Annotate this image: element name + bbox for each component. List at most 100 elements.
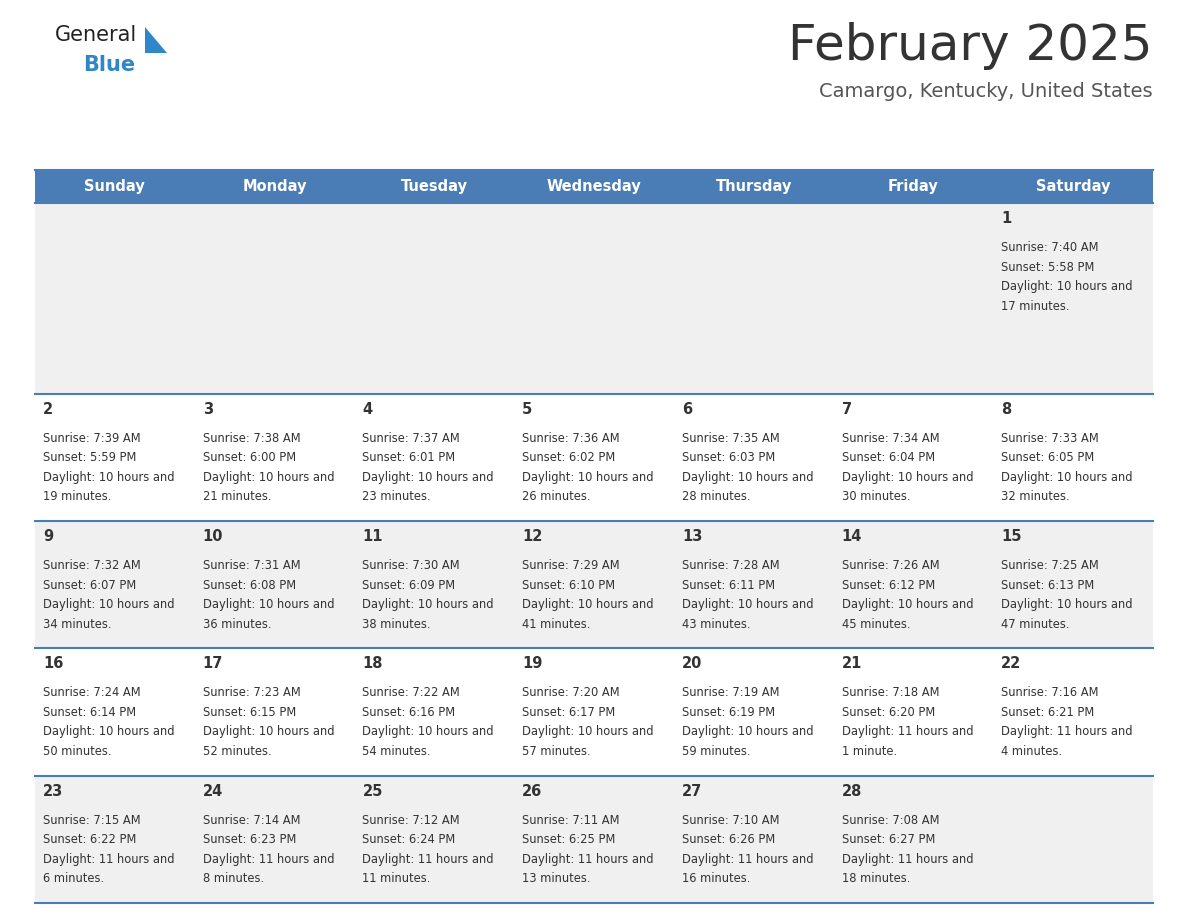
Text: Sunset: 6:22 PM: Sunset: 6:22 PM bbox=[43, 834, 137, 846]
Text: 26: 26 bbox=[523, 784, 543, 799]
Text: 6 minutes.: 6 minutes. bbox=[43, 872, 105, 885]
Text: Daylight: 10 hours and: Daylight: 10 hours and bbox=[1001, 599, 1133, 611]
Bar bbox=[34, 203, 1154, 394]
Text: Sunrise: 7:39 AM: Sunrise: 7:39 AM bbox=[43, 431, 140, 445]
Text: Sunrise: 7:29 AM: Sunrise: 7:29 AM bbox=[523, 559, 620, 572]
Text: 18 minutes.: 18 minutes. bbox=[841, 872, 910, 885]
Text: Friday: Friday bbox=[889, 179, 939, 194]
Text: Sunset: 6:10 PM: Sunset: 6:10 PM bbox=[523, 578, 615, 592]
Text: Sunrise: 7:14 AM: Sunrise: 7:14 AM bbox=[203, 813, 301, 827]
Text: 23: 23 bbox=[43, 784, 63, 799]
Text: Sunrise: 7:30 AM: Sunrise: 7:30 AM bbox=[362, 559, 460, 572]
Text: Sunset: 6:24 PM: Sunset: 6:24 PM bbox=[362, 834, 456, 846]
Text: Daylight: 10 hours and: Daylight: 10 hours and bbox=[523, 725, 653, 738]
Text: Sunset: 6:17 PM: Sunset: 6:17 PM bbox=[523, 706, 615, 719]
Text: 57 minutes.: 57 minutes. bbox=[523, 744, 590, 758]
Text: Sunset: 6:21 PM: Sunset: 6:21 PM bbox=[1001, 706, 1094, 719]
Text: Daylight: 10 hours and: Daylight: 10 hours and bbox=[682, 471, 814, 484]
Text: 8 minutes.: 8 minutes. bbox=[203, 872, 264, 885]
Text: Camargo, Kentucky, United States: Camargo, Kentucky, United States bbox=[820, 82, 1154, 101]
Text: Sunset: 6:09 PM: Sunset: 6:09 PM bbox=[362, 578, 455, 592]
Bar bbox=[34, 648, 1154, 776]
Text: Thursday: Thursday bbox=[715, 179, 792, 194]
Text: Sunrise: 7:36 AM: Sunrise: 7:36 AM bbox=[523, 431, 620, 445]
Text: Sunrise: 7:28 AM: Sunrise: 7:28 AM bbox=[682, 559, 779, 572]
Text: Sunrise: 7:31 AM: Sunrise: 7:31 AM bbox=[203, 559, 301, 572]
Text: 27: 27 bbox=[682, 784, 702, 799]
Text: Daylight: 10 hours and: Daylight: 10 hours and bbox=[362, 471, 494, 484]
Text: 5: 5 bbox=[523, 402, 532, 417]
Text: 14: 14 bbox=[841, 529, 862, 544]
Text: Daylight: 10 hours and: Daylight: 10 hours and bbox=[523, 599, 653, 611]
Text: Sunset: 6:02 PM: Sunset: 6:02 PM bbox=[523, 452, 615, 465]
Text: Sunset: 6:26 PM: Sunset: 6:26 PM bbox=[682, 834, 775, 846]
Text: Daylight: 11 hours and: Daylight: 11 hours and bbox=[841, 853, 973, 866]
Text: 34 minutes.: 34 minutes. bbox=[43, 618, 112, 631]
Text: 43 minutes.: 43 minutes. bbox=[682, 618, 751, 631]
Text: 38 minutes.: 38 minutes. bbox=[362, 618, 431, 631]
Text: Sunset: 6:11 PM: Sunset: 6:11 PM bbox=[682, 578, 775, 592]
Polygon shape bbox=[145, 27, 168, 53]
Text: 21 minutes.: 21 minutes. bbox=[203, 490, 271, 503]
Text: Sunset: 6:04 PM: Sunset: 6:04 PM bbox=[841, 452, 935, 465]
Text: Sunrise: 7:10 AM: Sunrise: 7:10 AM bbox=[682, 813, 779, 827]
Text: Sunrise: 7:08 AM: Sunrise: 7:08 AM bbox=[841, 813, 939, 827]
Text: Daylight: 10 hours and: Daylight: 10 hours and bbox=[362, 599, 494, 611]
Text: Daylight: 11 hours and: Daylight: 11 hours and bbox=[203, 853, 334, 866]
Text: 36 minutes.: 36 minutes. bbox=[203, 618, 271, 631]
Text: Daylight: 10 hours and: Daylight: 10 hours and bbox=[841, 599, 973, 611]
Bar bbox=[34, 170, 1154, 203]
Bar bbox=[34, 394, 1154, 521]
Text: 30 minutes.: 30 minutes. bbox=[841, 490, 910, 503]
Text: 13 minutes.: 13 minutes. bbox=[523, 872, 590, 885]
Text: Daylight: 10 hours and: Daylight: 10 hours and bbox=[203, 599, 334, 611]
Text: 11: 11 bbox=[362, 529, 383, 544]
Text: 32 minutes.: 32 minutes. bbox=[1001, 490, 1070, 503]
Text: 15: 15 bbox=[1001, 529, 1022, 544]
Text: 17 minutes.: 17 minutes. bbox=[1001, 299, 1069, 312]
Text: Daylight: 10 hours and: Daylight: 10 hours and bbox=[1001, 471, 1133, 484]
Text: Sunrise: 7:33 AM: Sunrise: 7:33 AM bbox=[1001, 431, 1099, 445]
Text: 47 minutes.: 47 minutes. bbox=[1001, 618, 1069, 631]
Text: Daylight: 11 hours and: Daylight: 11 hours and bbox=[841, 725, 973, 738]
Text: 23 minutes.: 23 minutes. bbox=[362, 490, 431, 503]
Text: Sunset: 6:14 PM: Sunset: 6:14 PM bbox=[43, 706, 137, 719]
Text: 10: 10 bbox=[203, 529, 223, 544]
Text: Sunset: 6:00 PM: Sunset: 6:00 PM bbox=[203, 452, 296, 465]
Text: 19 minutes.: 19 minutes. bbox=[43, 490, 112, 503]
Text: Sunset: 6:20 PM: Sunset: 6:20 PM bbox=[841, 706, 935, 719]
Text: 1 minute.: 1 minute. bbox=[841, 744, 897, 758]
Text: Daylight: 10 hours and: Daylight: 10 hours and bbox=[43, 599, 175, 611]
Text: Sunset: 6:01 PM: Sunset: 6:01 PM bbox=[362, 452, 455, 465]
Text: Sunset: 6:27 PM: Sunset: 6:27 PM bbox=[841, 834, 935, 846]
Text: Daylight: 10 hours and: Daylight: 10 hours and bbox=[682, 725, 814, 738]
Text: Sunrise: 7:37 AM: Sunrise: 7:37 AM bbox=[362, 431, 460, 445]
Text: 50 minutes.: 50 minutes. bbox=[43, 744, 112, 758]
Text: Sunset: 6:23 PM: Sunset: 6:23 PM bbox=[203, 834, 296, 846]
Text: Sunrise: 7:15 AM: Sunrise: 7:15 AM bbox=[43, 813, 140, 827]
Text: Sunrise: 7:32 AM: Sunrise: 7:32 AM bbox=[43, 559, 140, 572]
Text: 2: 2 bbox=[43, 402, 53, 417]
Text: 17: 17 bbox=[203, 656, 223, 671]
Text: Sunset: 6:25 PM: Sunset: 6:25 PM bbox=[523, 834, 615, 846]
Text: Daylight: 10 hours and: Daylight: 10 hours and bbox=[43, 471, 175, 484]
Text: Sunset: 5:59 PM: Sunset: 5:59 PM bbox=[43, 452, 137, 465]
Text: Blue: Blue bbox=[83, 55, 135, 75]
Text: Sunrise: 7:23 AM: Sunrise: 7:23 AM bbox=[203, 687, 301, 700]
Text: Sunrise: 7:20 AM: Sunrise: 7:20 AM bbox=[523, 687, 620, 700]
Text: Sunset: 6:08 PM: Sunset: 6:08 PM bbox=[203, 578, 296, 592]
Text: Sunrise: 7:22 AM: Sunrise: 7:22 AM bbox=[362, 687, 460, 700]
Text: Daylight: 10 hours and: Daylight: 10 hours and bbox=[523, 471, 653, 484]
Text: 25: 25 bbox=[362, 784, 383, 799]
Bar bbox=[34, 776, 1154, 903]
Text: Daylight: 10 hours and: Daylight: 10 hours and bbox=[203, 471, 334, 484]
Text: Daylight: 11 hours and: Daylight: 11 hours and bbox=[523, 853, 653, 866]
Text: 19: 19 bbox=[523, 656, 543, 671]
Text: 8: 8 bbox=[1001, 402, 1011, 417]
Text: Sunrise: 7:12 AM: Sunrise: 7:12 AM bbox=[362, 813, 460, 827]
Text: Sunrise: 7:38 AM: Sunrise: 7:38 AM bbox=[203, 431, 301, 445]
Text: Sunset: 6:12 PM: Sunset: 6:12 PM bbox=[841, 578, 935, 592]
Text: Daylight: 10 hours and: Daylight: 10 hours and bbox=[43, 725, 175, 738]
Text: 16: 16 bbox=[43, 656, 63, 671]
Text: Saturday: Saturday bbox=[1036, 179, 1111, 194]
